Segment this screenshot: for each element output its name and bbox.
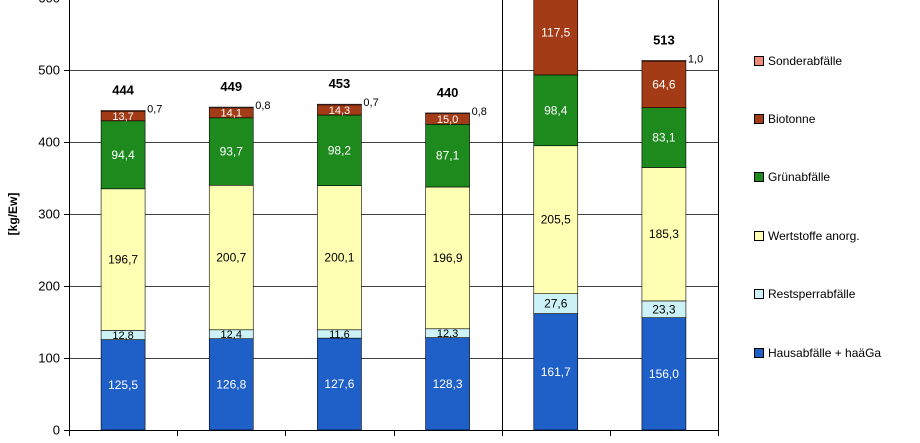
data-label: 200,1 bbox=[324, 251, 354, 265]
data-label: 14,1 bbox=[221, 108, 242, 120]
data-label: 200,7 bbox=[216, 251, 246, 265]
bar-segment-6 bbox=[208, 106, 254, 109]
bar-segment-4 bbox=[100, 120, 146, 190]
data-label: 128,3 bbox=[433, 377, 463, 391]
legend-swatch bbox=[754, 172, 764, 182]
legend-item: Grünabfälle bbox=[754, 170, 830, 184]
data-label: 205,5 bbox=[541, 213, 571, 227]
y-tick-label: 500 bbox=[38, 63, 60, 78]
y-tick-label: 400 bbox=[38, 135, 60, 150]
bar-total-label: 444 bbox=[112, 82, 134, 97]
bar-total-label: 449 bbox=[220, 79, 242, 94]
bar-segment-4 bbox=[317, 114, 362, 187]
legend-item: Wertstoffe anorg. bbox=[754, 229, 860, 243]
data-label: 117,5 bbox=[541, 26, 570, 40]
bar-segment-1 bbox=[641, 317, 687, 431]
data-label-outside: 0,8 bbox=[472, 106, 487, 118]
legend-swatch bbox=[754, 231, 764, 241]
bar-segment-3 bbox=[533, 145, 579, 295]
bar-segment-3 bbox=[100, 188, 146, 331]
bar-segment-3 bbox=[317, 185, 362, 331]
bar-segment-5 bbox=[641, 60, 687, 108]
data-label: 27,6 bbox=[544, 297, 568, 311]
data-label: 126,8 bbox=[216, 377, 246, 391]
data-label: 161,7 bbox=[541, 365, 571, 379]
data-label: 127,6 bbox=[324, 377, 354, 391]
bar-total-label: 453 bbox=[329, 76, 351, 91]
data-label: 93,7 bbox=[220, 145, 244, 159]
legend-swatch bbox=[754, 114, 764, 124]
legend-item: Restsperrabfälle bbox=[754, 287, 855, 301]
y-tick-label: 100 bbox=[38, 351, 60, 366]
y-axis-label: [kg/Ew] bbox=[6, 193, 20, 236]
legend-item: Biotonne bbox=[754, 112, 815, 126]
data-label: 185,3 bbox=[649, 227, 679, 241]
legend-item: Sonderabfälle bbox=[754, 54, 842, 68]
bar-total-label: 440 bbox=[437, 85, 459, 100]
data-label: 12,8 bbox=[112, 330, 133, 342]
bar-segment-4 bbox=[641, 107, 687, 168]
bar-segment-6 bbox=[100, 110, 146, 112]
data-label: 12,3 bbox=[437, 328, 458, 340]
bar-segment-6 bbox=[317, 103, 362, 106]
bar-segment-3 bbox=[208, 184, 254, 331]
data-label: 11,6 bbox=[329, 329, 350, 341]
y-tick-label: 600 bbox=[38, 0, 60, 6]
data-label: 83,1 bbox=[652, 131, 676, 145]
data-label: 64,6 bbox=[652, 77, 676, 91]
data-label: 14,3 bbox=[329, 105, 350, 117]
bar-segment-3 bbox=[425, 186, 470, 330]
data-label: 196,9 bbox=[433, 251, 463, 265]
legend-item: Hausabfälle + haäGa bbox=[754, 346, 881, 360]
bar-segment-1 bbox=[208, 338, 254, 431]
bar-segment-5 bbox=[533, 0, 579, 76]
data-label: 15,0 bbox=[437, 114, 458, 126]
data-label: 12,4 bbox=[221, 329, 242, 341]
data-label: 13,7 bbox=[112, 111, 133, 123]
legend-label: Grünabfälle bbox=[768, 170, 831, 184]
data-label: 98,4 bbox=[544, 103, 568, 117]
legend-label: Hausabfälle + haäGa bbox=[768, 346, 882, 360]
data-label: 23,3 bbox=[652, 302, 676, 316]
legend-label: Biotonne bbox=[768, 112, 816, 126]
bar-total-label: 513 bbox=[653, 32, 675, 47]
data-label-outside: 0,8 bbox=[255, 100, 270, 112]
data-label: 196,7 bbox=[108, 253, 138, 267]
y-tick-label: 300 bbox=[38, 207, 60, 222]
legend-swatch bbox=[754, 56, 764, 66]
y-tick-label: 0 bbox=[53, 423, 60, 438]
bar-segment-4 bbox=[208, 117, 254, 186]
data-label: 156,0 bbox=[649, 367, 679, 381]
legend-label: Wertstoffe anorg. bbox=[768, 229, 860, 243]
data-label: 98,2 bbox=[328, 143, 352, 157]
data-label: 125,5 bbox=[108, 378, 138, 392]
data-label-outside: 1,0 bbox=[688, 53, 703, 65]
data-label: 87,1 bbox=[436, 149, 460, 163]
legend-swatch bbox=[754, 348, 764, 358]
chart-legend: Sonderabfälle Biotonne Grünabfälle Wertstof… bbox=[754, 0, 920, 438]
bar-segment-3 bbox=[641, 167, 687, 302]
bar-segment-6 bbox=[641, 60, 687, 62]
legend-swatch bbox=[754, 289, 764, 299]
data-label-outside: 0,7 bbox=[147, 103, 162, 115]
bar-segment-4 bbox=[533, 74, 579, 147]
bar-segment-1 bbox=[533, 313, 579, 431]
data-label-outside: 0,7 bbox=[363, 97, 378, 109]
bar-segment-1 bbox=[317, 337, 362, 431]
data-label: 94,4 bbox=[111, 148, 135, 162]
bar-segment-1 bbox=[425, 337, 470, 431]
legend-label: Sonderabfälle bbox=[768, 54, 843, 68]
legend-label: Restsperrabfälle bbox=[768, 287, 856, 301]
bar-segment-6 bbox=[425, 112, 470, 115]
y-tick-label: 200 bbox=[38, 279, 60, 294]
